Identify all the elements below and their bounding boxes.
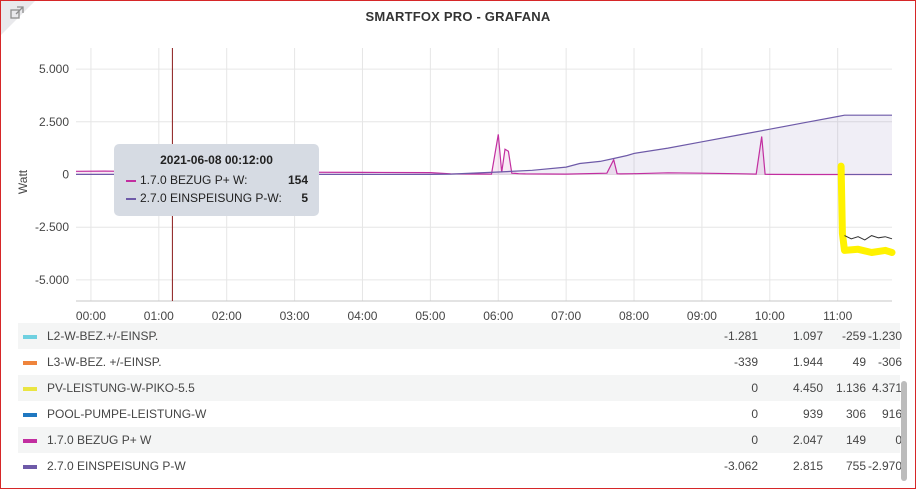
legend-value: 306 (845, 407, 866, 421)
tooltip-series-value: 154 (287, 173, 308, 187)
legend-row[interactable]: L2-W-BEZ.+/-EINSP. -1.281 1.097 -259 -1.230 (18, 323, 902, 349)
tooltip-series-swatch (126, 180, 136, 182)
legend-value: -1.230 (867, 329, 902, 343)
legend-row[interactable]: L3-W-BEZ. +/-EINSP. -339 1.944 49 -306 (18, 349, 902, 375)
legend-value: 0 (751, 433, 758, 447)
legend-value: 149 (845, 433, 866, 447)
legend-value: -1.281 (723, 329, 758, 343)
y-axis-ticks: 5.000 2.500 0 -2.500 -5.000 (35, 62, 69, 287)
tooltip-series-name: 1.7.0 BEZUG P+ W: (140, 173, 248, 187)
y-tick-label: -2.500 (35, 220, 69, 234)
x-tick-label: 11:00 (823, 309, 852, 321)
legend-series-name[interactable]: 2.7.0 EINSPEISUNG P-W (47, 459, 186, 473)
x-tick-label: 03:00 (280, 309, 310, 321)
legend-series-swatch[interactable] (23, 439, 37, 443)
tooltip-series-swatch (126, 198, 136, 200)
x-tick-label: 01:00 (144, 309, 174, 321)
x-tick-label: 07:00 (551, 309, 581, 321)
legend-value: 2.815 (792, 459, 823, 473)
legend-scrollbar[interactable] (901, 381, 907, 481)
y-tick-label: 5.000 (39, 62, 69, 76)
legend-series-swatch[interactable] (23, 335, 37, 339)
legend-value: -3.062 (723, 459, 758, 473)
x-tick-label: 09:00 (687, 309, 717, 321)
legend-value: 939 (802, 407, 823, 421)
x-tick-label: 00:00 (76, 309, 106, 321)
legend-value: -2.970 (867, 459, 902, 473)
series-line-pv-highlight (837, 162, 896, 256)
legend-value: 4.371 (871, 381, 902, 395)
legend-value: 755 (845, 459, 866, 473)
tooltip-series-value: 5 (301, 191, 308, 205)
legend-series-name[interactable]: 1.7.0 BEZUG P+ W (47, 433, 152, 447)
legend-value: -306 (877, 355, 902, 369)
legend-series-name[interactable]: L3-W-BEZ. +/-EINSP. (47, 355, 162, 369)
legend-value: -339 (733, 355, 758, 369)
series-area (76, 115, 892, 175)
x-axis-ticks: 00:00 01:00 02:00 03:00 04:00 05:00 06:00 07:00… (76, 309, 853, 321)
legend-table: L2-W-BEZ.+/-EINSP. -1.281 1.097 -259 -1.230 L… (18, 323, 902, 479)
legend-value: 1.944 (792, 355, 823, 369)
legend-series-swatch[interactable] (23, 361, 37, 365)
legend-row[interactable]: POOL-PUMPE-LEISTUNG-W 0 939 306 916 (18, 401, 902, 427)
legend-value: 1.097 (792, 329, 823, 343)
x-tick-label: 02:00 (212, 309, 242, 321)
legend-series-swatch[interactable] (23, 465, 37, 469)
y-tick-label: 2.500 (39, 115, 69, 129)
legend-value: 2.047 (792, 433, 823, 447)
legend-value: 916 (881, 407, 902, 421)
legend-value: 1.136 (835, 381, 866, 395)
x-tick-label: 10:00 (755, 309, 785, 321)
tooltip-row-bezug: 1.7.0 BEZUG P+ W: 154 (126, 173, 308, 189)
legend-row[interactable]: 1.7.0 BEZUG P+ W 0 2.047 149 0 (18, 427, 902, 453)
x-tick-label: 05:00 (415, 309, 445, 321)
x-tick-label: 06:00 (483, 309, 513, 321)
legend-row[interactable]: PV-LEISTUNG-W-PIKO-5.5 0 4.450 1.136 4.371 (18, 375, 902, 401)
legend-value: 0 (751, 381, 758, 395)
legend-series-name[interactable]: POOL-PUMPE-LEISTUNG-W (47, 407, 207, 421)
y-axis-label: Watt (16, 169, 30, 194)
legend-value: -259 (841, 329, 866, 343)
tooltip-time: 2021-06-08 00:12:00 (160, 153, 273, 167)
legend-value: 49 (852, 355, 866, 369)
tooltip-series-name: 2.7.0 EINSPEISUNG P-W: (140, 191, 282, 205)
y-tick-label: -5.000 (35, 273, 69, 287)
legend-series-swatch[interactable] (23, 387, 37, 391)
y-tick-label: 0 (62, 168, 69, 182)
series-areas (76, 115, 892, 175)
x-tick-label: 08:00 (619, 309, 649, 321)
x-tick-label: 04:00 (347, 309, 377, 321)
legend-value: 0 (895, 433, 902, 447)
panel-title[interactable]: SMARTFOX PRO - GRAFANA (365, 9, 551, 24)
legend-value: 0 (751, 407, 758, 421)
series-line-dark (844, 235, 893, 241)
legend-row[interactable]: 2.7.0 EINSPEISUNG P-W -3.062 2.815 755 -2.97… (18, 453, 902, 479)
legend-series-name[interactable]: L2-W-BEZ.+/-EINSP. (47, 329, 159, 343)
chart-tooltip: 2021-06-08 00:12:00 1.7.0 BEZUG P+ W: 15… (114, 144, 319, 216)
external-link-icon[interactable] (10, 6, 24, 20)
legend-value: 4.450 (792, 381, 823, 395)
legend-series-swatch[interactable] (23, 413, 37, 417)
tooltip-row-einspeisung: 2.7.0 EINSPEISUNG P-W: 5 (126, 191, 308, 207)
legend-series-name[interactable]: PV-LEISTUNG-W-PIKO-5.5 (47, 381, 195, 395)
